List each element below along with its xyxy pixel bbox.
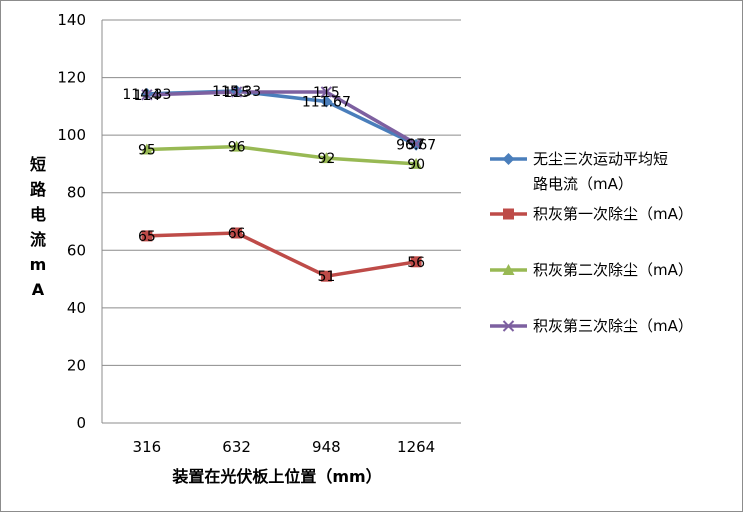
data-label: 96.67 [396, 138, 436, 154]
legend-label: 积灰第三次除尘（mA） [533, 317, 693, 335]
legend-label: 积灰第二次除尘（mA） [533, 261, 693, 279]
data-label: 115.33 [212, 84, 261, 100]
legend-label-continued: 路电流（mA） [533, 175, 633, 193]
y-axis-title-char: A [32, 280, 45, 299]
y-tick-label: 20 [67, 356, 86, 374]
y-axis-title-char: 电 [30, 205, 46, 224]
y-tick-label: 140 [57, 11, 86, 29]
data-point-marker [140, 143, 153, 155]
x-axis-title: 装置在光伏板上位置（mm） [171, 467, 381, 486]
series-markers [140, 85, 423, 282]
data-point-marker [410, 138, 422, 150]
legend-label: 无尘三次运动平均短 [533, 150, 668, 168]
y-tick-label: 40 [67, 299, 86, 317]
data-point-marker [230, 140, 243, 152]
data-point-marker [320, 95, 333, 108]
gridlines [101, 19, 461, 424]
data-label: 95 [138, 143, 156, 159]
data-label: 115 [313, 85, 340, 101]
data-label: 114 [134, 88, 161, 104]
y-axis-title-char: 短 [30, 155, 46, 174]
y-tick-label: 60 [67, 241, 86, 259]
data-point-marker [231, 227, 243, 239]
data-point-marker [502, 264, 515, 275]
data-point-marker [503, 208, 514, 220]
x-tick-label: 1264 [397, 438, 435, 456]
series-line [146, 144, 417, 166]
series-line [146, 90, 417, 146]
data-label: 97 [407, 137, 425, 153]
y-tick-label: 80 [67, 184, 86, 202]
data-label: 115 [223, 85, 250, 101]
x-tick-label: 948 [312, 438, 341, 456]
data-label: 56 [407, 255, 425, 271]
data-point-marker [320, 270, 332, 282]
y-tick-label: 120 [57, 69, 86, 87]
x-tick-labels: 316 632 948 1264 [133, 438, 436, 456]
y-axis-title-char: m [30, 255, 47, 274]
series-line [146, 231, 417, 278]
y-tick-label: 0 [76, 414, 86, 432]
data-labels: 114.33 115.33 111.67 96.67 65 66 51 56 95 96 92 90 1… [122, 84, 436, 285]
data-label: 92 [317, 151, 335, 167]
data-point-marker [320, 152, 333, 164]
series-lines [146, 89, 417, 278]
data-label: 51 [317, 269, 335, 285]
data-label: 96 [228, 140, 246, 156]
data-point-marker [502, 153, 515, 165]
data-point-marker [320, 86, 333, 98]
data-label: 114.33 [122, 87, 171, 103]
data-label: 65 [138, 229, 156, 245]
data-point-marker [141, 230, 153, 242]
y-tick-labels: 0 20 40 60 80 100 120 140 [57, 11, 86, 432]
y-axis-title-char: 流 [30, 230, 46, 249]
data-point-marker [410, 157, 423, 169]
x-tick-label: 632 [222, 438, 251, 456]
data-point-marker [502, 320, 515, 332]
series-line [146, 89, 417, 147]
data-label: 66 [228, 226, 246, 242]
data-point-marker [141, 89, 153, 101]
legend-label: 积灰第一次除尘（mA） [533, 205, 693, 223]
data-point-marker [410, 256, 422, 268]
y-tick-label: 100 [57, 126, 86, 144]
x-tick-label: 316 [133, 438, 162, 456]
data-label: 111.67 [302, 95, 351, 111]
data-point-marker [230, 86, 243, 98]
y-axis-title-char: 路 [30, 180, 47, 199]
data-label: 90 [407, 157, 425, 173]
